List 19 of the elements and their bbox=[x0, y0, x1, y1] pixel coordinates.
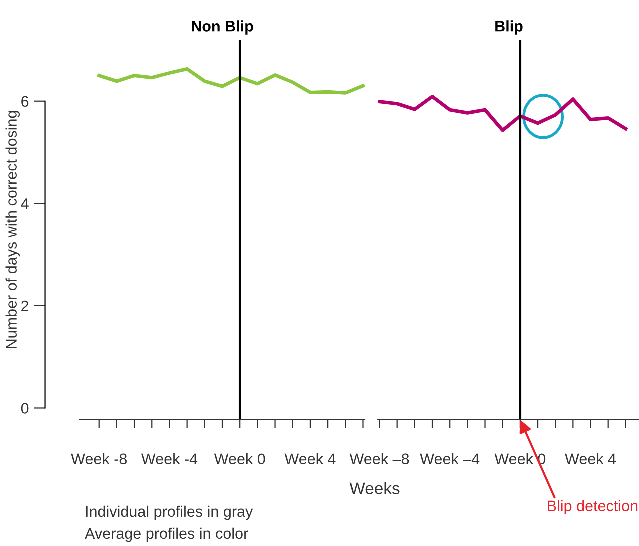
chart-title: Blip bbox=[496, 20, 523, 35]
text: Average profiles in color bbox=[85, 528, 248, 542]
line-series bbox=[98, 67, 365, 95]
y-tick-label: 2 bbox=[22, 300, 29, 312]
x-tick-label: Week -4 bbox=[141, 453, 198, 465]
y-tick-label: 0 bbox=[21, 403, 29, 414]
x-tick-label: Week –8 bbox=[350, 453, 410, 465]
chart-title: Non Blip bbox=[192, 20, 254, 35]
x-tick-label: Week 0 bbox=[214, 453, 266, 465]
y-axis-title: Number of days with correct dosing bbox=[6, 111, 20, 348]
x-tick-label: Week –4 bbox=[420, 453, 480, 465]
x-tick-label: Week 4 bbox=[284, 453, 336, 465]
y-tick-label: 4 bbox=[21, 198, 29, 210]
y-tick-label: 6 bbox=[22, 96, 29, 108]
x-axis-title: Weeks bbox=[350, 482, 400, 494]
x-tick-label: Week 4 bbox=[565, 453, 616, 465]
annotation: Blip detection bbox=[548, 500, 638, 515]
text: Individual profiles in gray bbox=[86, 506, 254, 520]
x-tick-label: Week -8 bbox=[71, 453, 127, 465]
